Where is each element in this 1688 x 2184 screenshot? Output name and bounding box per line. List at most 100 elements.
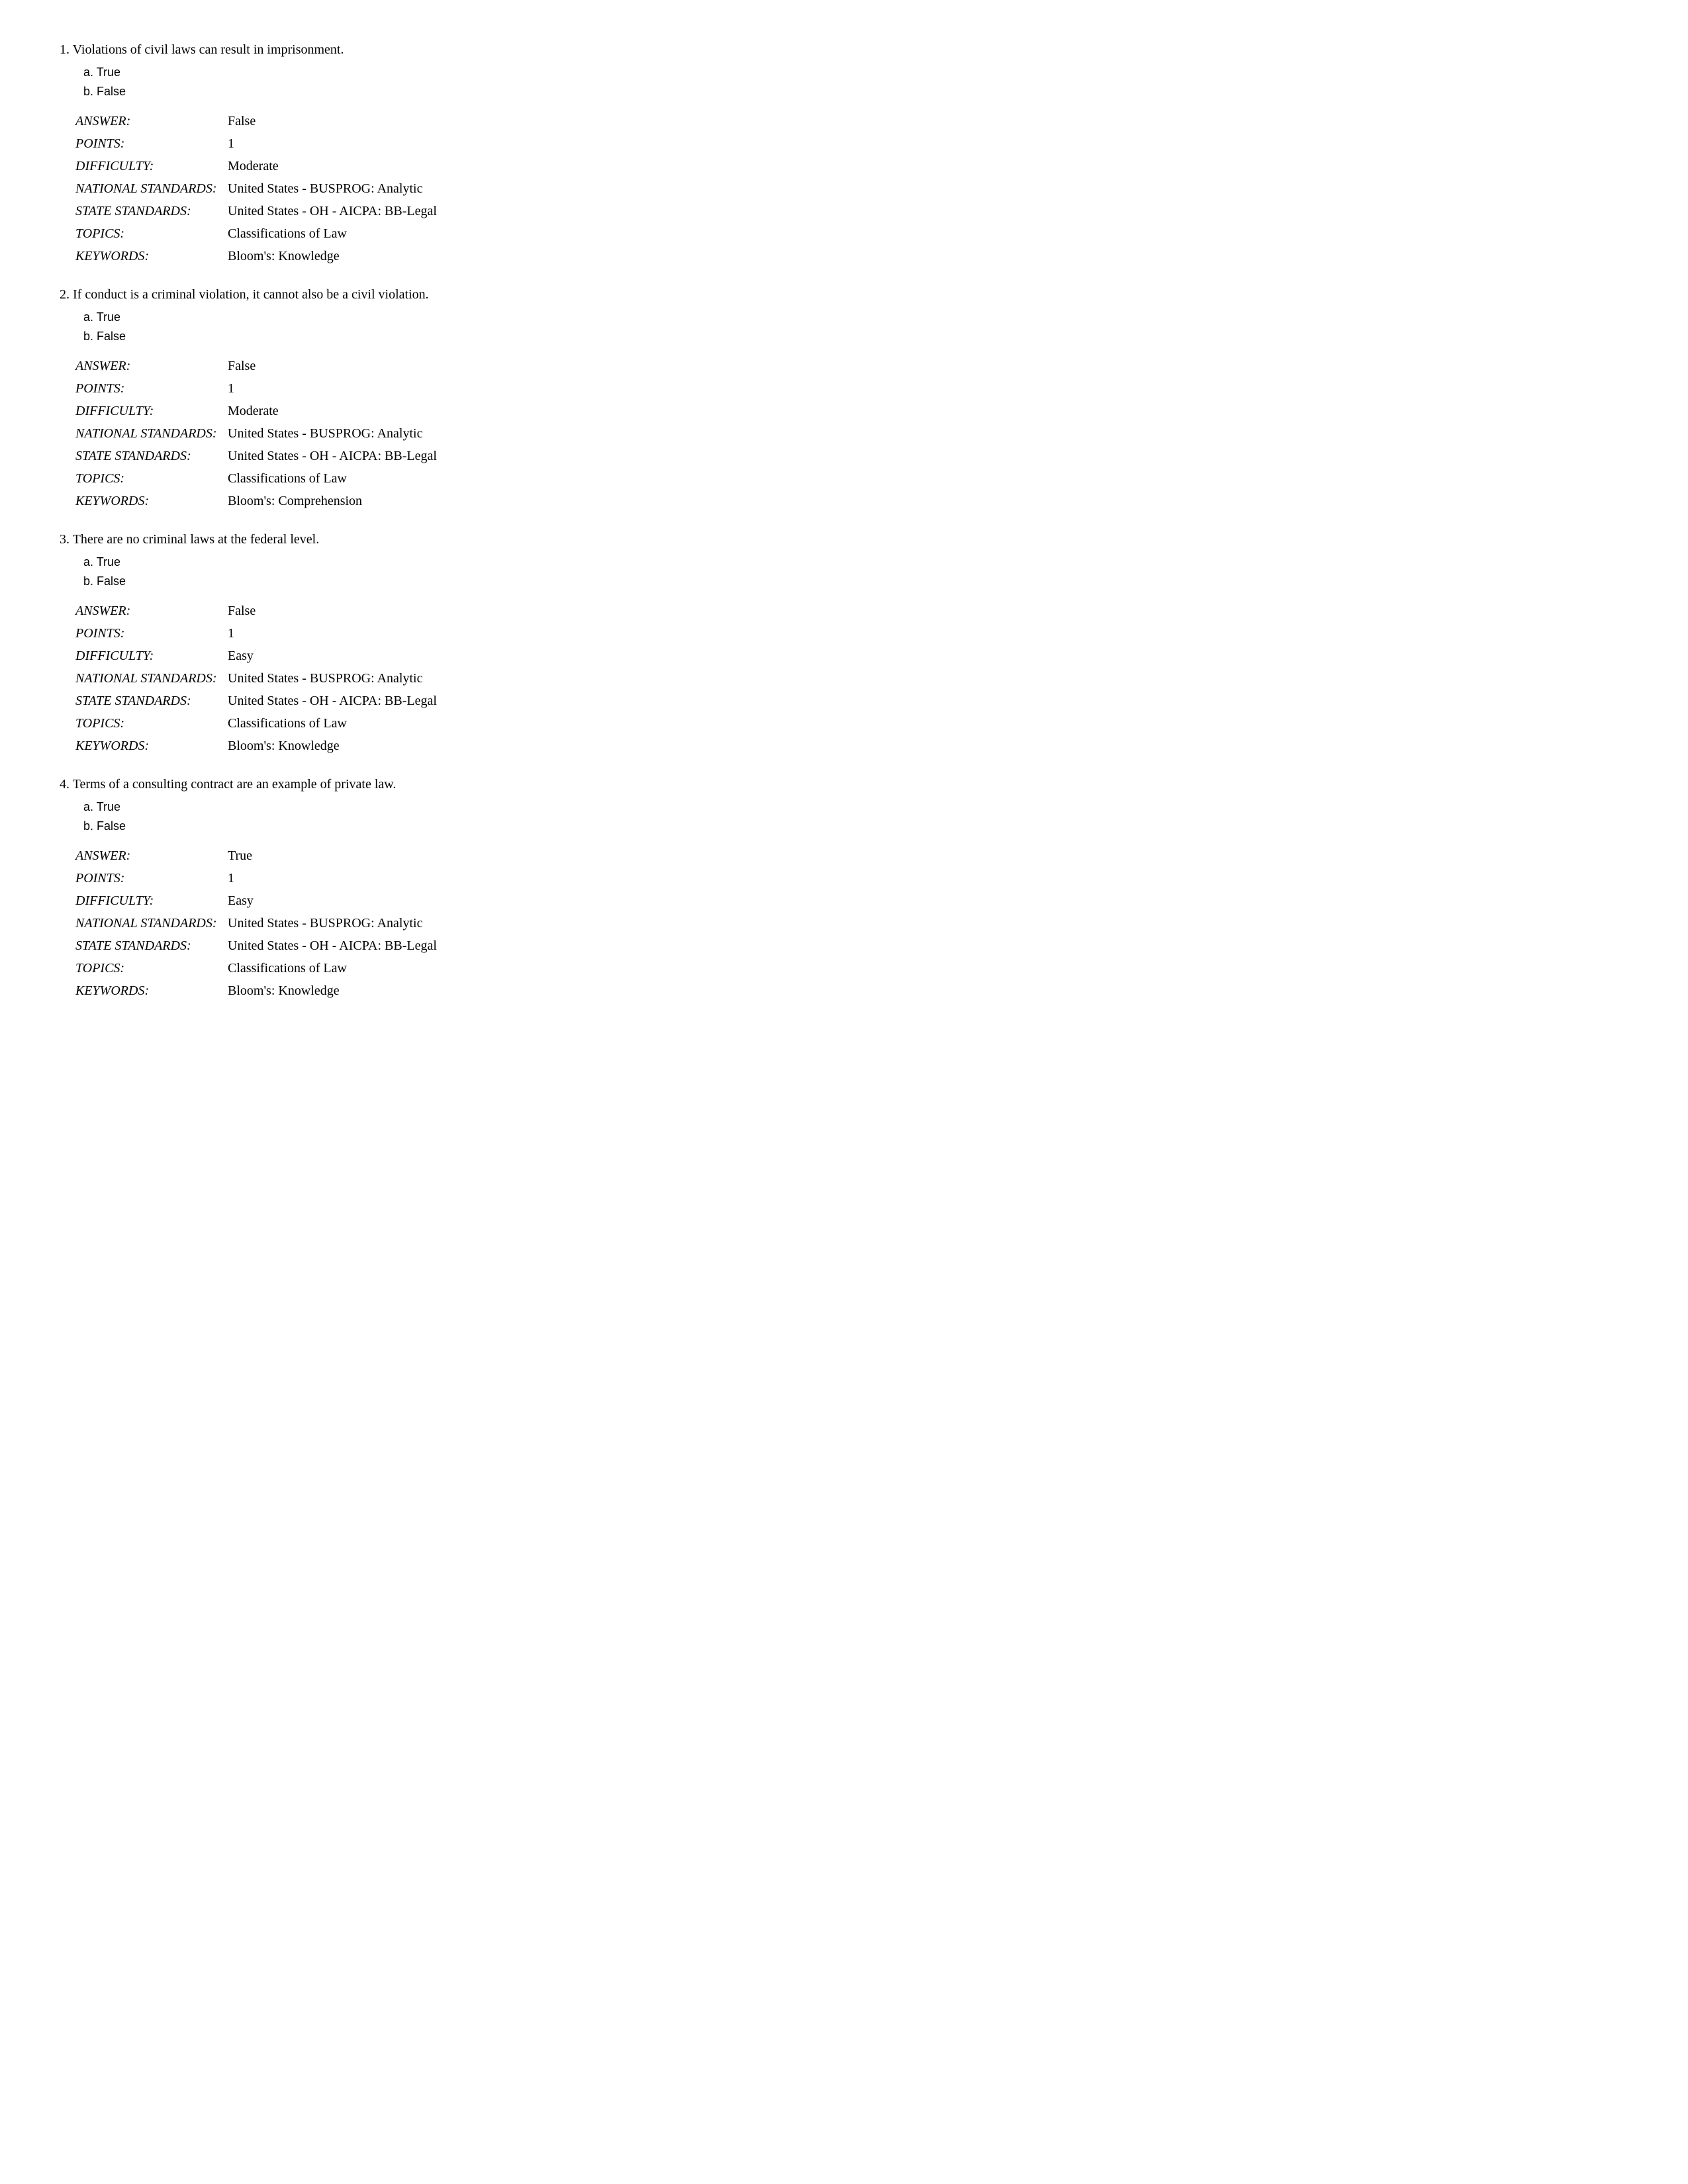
meta-label: NATIONAL STANDARDS: [75, 179, 228, 199]
meta-table: ANSWER:False POINTS:1 DIFFICULTY:Moderate N… [75, 356, 1628, 511]
meta-row-topics: TOPICS:Classifications of Law [75, 469, 1628, 488]
meta-row-points: POINTS:1 [75, 868, 1628, 888]
meta-row-difficulty: DIFFICULTY:Moderate [75, 156, 1628, 176]
meta-label: NATIONAL STANDARDS: [75, 424, 228, 443]
meta-value: Moderate [228, 401, 1628, 421]
question-block: 1. Violations of civil laws can result i… [60, 40, 1628, 266]
meta-value: Classifications of Law [228, 469, 1628, 488]
meta-row-keywords: KEYWORDS:Bloom's: Knowledge [75, 246, 1628, 266]
options-list: a. Trueb. False [83, 553, 1628, 590]
meta-label: DIFFICULTY: [75, 891, 228, 911]
meta-row-answer: ANSWER:True [75, 846, 1628, 866]
meta-row-points: POINTS:1 [75, 379, 1628, 398]
meta-label: STATE STANDARDS: [75, 446, 228, 466]
meta-label: ANSWER: [75, 111, 228, 131]
question-number: 1. [60, 42, 70, 57]
option-value: False [97, 85, 126, 98]
meta-value: United States - BUSPROG: Analytic [228, 913, 1628, 933]
question-line: 2. If conduct is a criminal violation, i… [60, 285, 1628, 304]
option-b: b. False [83, 817, 1628, 835]
meta-label: POINTS: [75, 623, 228, 643]
meta-label: TOPICS: [75, 469, 228, 488]
meta-label: KEYWORDS: [75, 246, 228, 266]
question-block: 3. There are no criminal laws at the fed… [60, 529, 1628, 756]
option-label: a. [83, 66, 93, 79]
option-label: b. [83, 330, 93, 343]
meta-row-difficulty: DIFFICULTY:Easy [75, 646, 1628, 666]
meta-value: False [228, 111, 1628, 131]
option-value: False [97, 574, 126, 588]
meta-row-topics: TOPICS:Classifications of Law [75, 958, 1628, 978]
meta-row-keywords: KEYWORDS:Bloom's: Comprehension [75, 491, 1628, 511]
meta-value: Bloom's: Knowledge [228, 736, 1628, 756]
meta-row-points: POINTS:1 [75, 623, 1628, 643]
meta-value: False [228, 601, 1628, 621]
meta-label: TOPICS: [75, 713, 228, 733]
meta-label: DIFFICULTY: [75, 646, 228, 666]
meta-label: ANSWER: [75, 601, 228, 621]
meta-row-difficulty: DIFFICULTY:Easy [75, 891, 1628, 911]
question-number: 4. [60, 777, 70, 792]
meta-value: United States - BUSPROG: Analytic [228, 179, 1628, 199]
question-line: 3. There are no criminal laws at the fed… [60, 529, 1628, 549]
option-label: a. [83, 800, 93, 813]
meta-label: STATE STANDARDS: [75, 201, 228, 221]
meta-row-points: POINTS:1 [75, 134, 1628, 154]
meta-value: United States - BUSPROG: Analytic [228, 424, 1628, 443]
meta-value: Bloom's: Comprehension [228, 491, 1628, 511]
meta-value: Easy [228, 891, 1628, 911]
option-value: True [97, 800, 120, 813]
question-text: If conduct is a criminal violation, it c… [73, 287, 429, 302]
meta-value: United States - OH - AICPA: BB-Legal [228, 201, 1628, 221]
meta-row-answer: ANSWER:False [75, 601, 1628, 621]
meta-row-state-standards: STATE STANDARDS:United States - OH - AIC… [75, 201, 1628, 221]
option-value: True [97, 310, 120, 324]
option-a: a. True [83, 64, 1628, 81]
meta-value: Classifications of Law [228, 224, 1628, 244]
option-label: b. [83, 85, 93, 98]
meta-label: ANSWER: [75, 356, 228, 376]
question-number: 3. [60, 532, 70, 547]
meta-table: ANSWER:FalsePOINTS:1DIFFICULTY:EasyNATIO… [75, 601, 1628, 756]
meta-label: STATE STANDARDS: [75, 936, 228, 956]
options-list: a. Trueb. False [83, 308, 1628, 345]
meta-value: United States - OH - AICPA: BB-Legal [228, 691, 1628, 711]
question-text: Violations of civil laws can result in i… [73, 42, 344, 57]
meta-value: United States - BUSPROG: Analytic [228, 668, 1628, 688]
meta-table: ANSWER:TruePOINTS:1 DIFFICULTY:EasyNATION… [75, 846, 1628, 1001]
question-text: Terms of a consulting contract are an ex… [73, 777, 397, 792]
option-b: b. False [83, 572, 1628, 590]
meta-row-state-standards: STATE STANDARDS:United States - OH - AIC… [75, 691, 1628, 711]
meta-row-answer: ANSWER:False [75, 356, 1628, 376]
meta-value: 1 [228, 134, 1628, 154]
option-b: b. False [83, 328, 1628, 345]
meta-value: False [228, 356, 1628, 376]
meta-row-topics: TOPICS:Classifications of Law [75, 224, 1628, 244]
question-block: 2. If conduct is a criminal violation, i… [60, 285, 1628, 511]
meta-table: ANSWER:FalsePOINTS:1DIFFICULTY:ModerateN… [75, 111, 1628, 266]
option-b: b. False [83, 83, 1628, 101]
option-label: b. [83, 574, 93, 588]
meta-row-answer: ANSWER:False [75, 111, 1628, 131]
question-line: 4. Terms of a consulting contract are an… [60, 774, 1628, 794]
meta-row-topics: TOPICS:Classifications of Law [75, 713, 1628, 733]
meta-value: 1 [228, 623, 1628, 643]
meta-row-national-standards: NATIONAL STANDARDS:United States - BUSPR… [75, 913, 1628, 933]
meta-label: KEYWORDS: [75, 736, 228, 756]
meta-label: NATIONAL STANDARDS: [75, 668, 228, 688]
meta-label: KEYWORDS: [75, 491, 228, 511]
option-value: True [97, 555, 120, 569]
meta-row-national-standards: NATIONAL STANDARDS:United States - BUSPR… [75, 668, 1628, 688]
meta-value: Easy [228, 646, 1628, 666]
meta-label: DIFFICULTY: [75, 156, 228, 176]
meta-row-difficulty: DIFFICULTY:Moderate [75, 401, 1628, 421]
option-value: False [97, 819, 126, 833]
meta-label: ANSWER: [75, 846, 228, 866]
meta-row-keywords: KEYWORDS:Bloom's: Knowledge [75, 981, 1628, 1001]
meta-label: KEYWORDS: [75, 981, 228, 1001]
meta-label: POINTS: [75, 868, 228, 888]
meta-row-national-standards: NATIONAL STANDARDS:United States - BUSPR… [75, 424, 1628, 443]
meta-value: Bloom's: Knowledge [228, 981, 1628, 1001]
meta-value: United States - OH - AICPA: BB-Legal [228, 936, 1628, 956]
meta-value: Moderate [228, 156, 1628, 176]
